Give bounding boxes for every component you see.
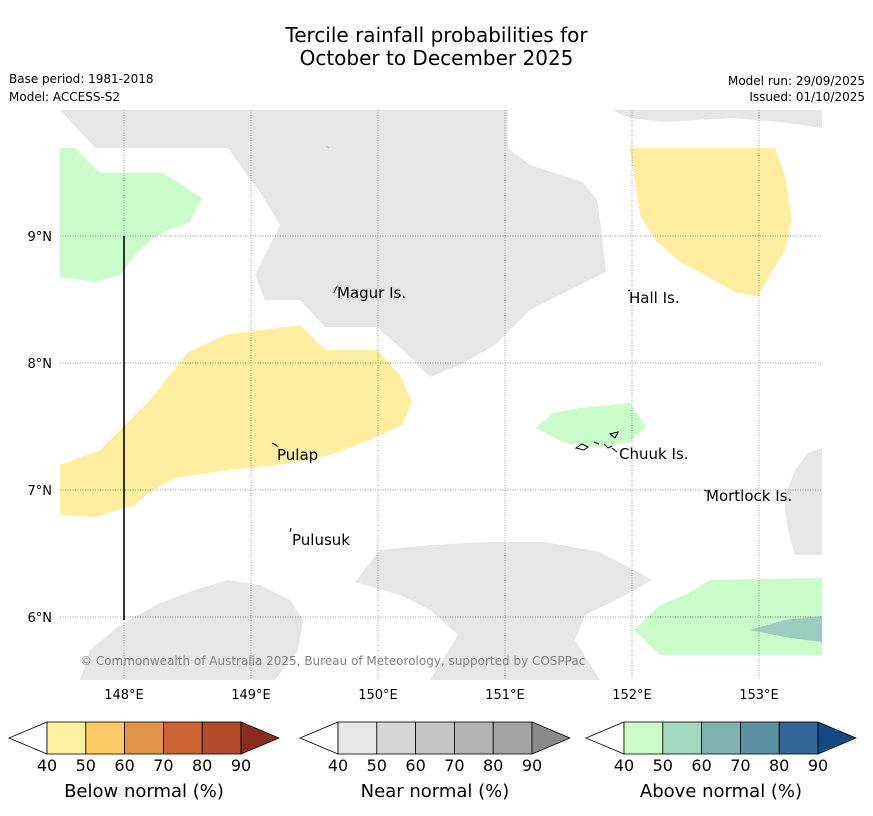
lon-label-149: 149°E [231,688,271,703]
above-bin-2 [701,721,741,755]
below-tick-40: 40 [36,756,58,775]
model-run: Model run: 29/09/2025 [727,74,865,88]
near-tick-70: 70 [444,756,465,775]
pulap-island-shape [271,442,279,448]
above-normal-region-teal [750,616,822,642]
near-bin-0 [337,721,378,755]
below-extend-high [240,721,281,755]
below-tick-70: 70 [153,756,174,775]
magur-island-shape [333,285,339,294]
legend-label-below: Below normal (%) [64,781,224,802]
lat-label-7: 7°N [28,484,53,499]
place-label-mortlock: Mortlock Is. [706,487,792,505]
near-bin-2 [415,721,455,755]
legend-label-above: Above normal (%) [639,781,803,802]
base-period: Base period: 1981-2018 [9,72,154,86]
chuuk-island-shape [574,431,619,453]
near-tick-60: 60 [405,756,426,775]
above-extend-low [584,721,625,755]
near-normal-region-south [355,542,652,680]
lon-label-152: 152°E [612,688,652,703]
probability-regions [60,110,822,680]
above-tick-40: 40 [613,756,635,775]
pulusuk-island-shape [289,527,292,533]
place-label-pulap: Pulap [277,446,318,464]
above-bin-1 [662,721,702,755]
map-title-line2: October to December 2025 [299,46,574,70]
colorbar-near-normal [298,721,572,755]
below-tick-60: 60 [114,756,135,775]
below-bin-1 [85,721,126,755]
below-normal-region-northeast [630,148,792,297]
place-label-pulusuk: Pulusuk [292,531,350,549]
above-bin-3 [740,721,780,755]
gridlines [60,110,822,680]
above-normal-region-northwest [60,148,202,282]
islands [271,145,708,533]
above-bin-4 [778,721,819,755]
place-label-hall: Hall Is. [629,289,680,307]
near-extend-low [298,721,339,755]
below-bin-4 [201,721,242,755]
place-label-magur: Magur Is. [337,284,406,302]
above-tick-70: 70 [730,756,751,775]
above-normal-region-southeast [634,578,822,655]
below-normal-region-west [60,325,412,517]
below-tick-50: 50 [75,756,96,775]
colorbar-below-normal [7,721,281,755]
above-tick-50: 50 [652,756,673,775]
lat-label-6: 6°N [28,611,53,626]
near-tick-90: 90 [521,756,543,775]
near-extend-high [531,721,572,755]
below-tick-80: 80 [192,756,213,775]
lon-label-150: 150°E [358,688,398,703]
above-normal-region-chuuk [536,403,646,448]
lat-label-9: 9°N [28,230,53,245]
near-bin-3 [453,721,494,755]
near-normal-region-northeast [612,110,822,128]
above-tick-90: 90 [807,756,829,775]
near-tick-40: 40 [327,756,349,775]
copyright-notice: © Commonwealth of Australia 2025, Bureau… [80,654,585,668]
hall-island-shape [627,289,631,292]
near-normal-region-east [784,448,822,555]
above-tick-60: 60 [691,756,712,775]
near-bin-1 [376,721,416,755]
above-extend-high [817,721,858,755]
above-tick-80: 80 [769,756,790,775]
below-extend-low [7,721,48,755]
near-normal-region-north [60,110,606,377]
legend-label-near: Near normal (%) [360,781,510,802]
map-title-line1: Tercile rainfall probabilities for [285,23,588,47]
place-label-chuuk: Chuuk Is. [619,445,688,463]
issued-date: Issued: 01/10/2025 [749,90,865,104]
lon-label-153: 153°E [739,688,779,703]
below-tick-90: 90 [230,756,252,775]
above-bin-0 [623,721,664,755]
below-bin-3 [162,721,203,755]
northern-islet-shape [325,145,330,149]
mortlock-island-shape [703,489,708,492]
lon-label-151: 151°E [485,688,525,703]
model-name: Model: ACCESS-S2 [9,90,121,104]
near-tick-50: 50 [366,756,387,775]
lon-label-148: 148°E [104,688,144,703]
lat-label-8: 8°N [28,357,53,372]
below-bin-2 [124,721,164,755]
below-bin-0 [46,721,87,755]
near-bin-4 [492,721,533,755]
near-normal-region-southwest [80,580,303,680]
colorbar-above-normal [584,721,858,755]
near-tick-80: 80 [483,756,504,775]
